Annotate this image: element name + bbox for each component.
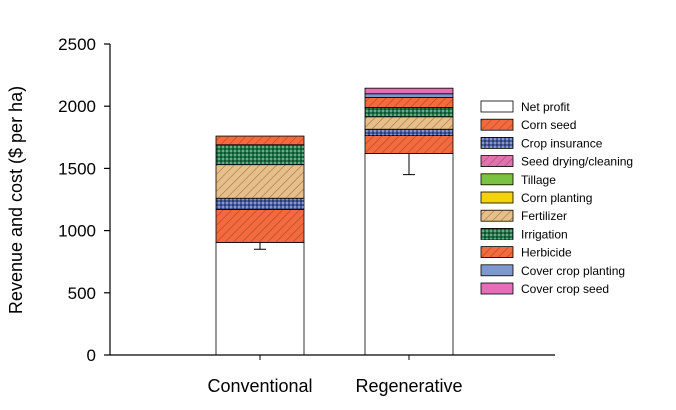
bar-pattern-regenerative-fertilizer [365,116,453,130]
bar-pattern-regenerative-crop-insurance [365,129,453,136]
y-ticks-group: 0 500 1000 1500 2000 2500 [58,35,110,365]
legend-swatch-corn-planting [480,191,514,204]
error-bars-group [254,153,415,250]
y-tick-label: 1000 [58,222,96,241]
legend: Net profit Corn seed Crop insurance Seed dr… [480,100,633,296]
bars-group [215,87,454,356]
bar-segment-regenerative-net-profit [364,153,454,356]
bar-pattern-conventional-irrigation [216,144,304,165]
y-tick-label: 0 [87,346,96,365]
bar-pattern-regenerative-irrigation [365,107,453,117]
legend-swatch-pattern-seed-drying-cleaning [481,155,513,167]
legend-label-irrigation: Irrigation [521,227,568,241]
legend-label-herbicide: Herbicide [521,246,572,260]
legend-label-cover-crop-planting: Cover crop planting [521,264,625,278]
legend-swatch-pattern-herbicide [481,246,513,258]
legend-swatch-cover-crop-planting [480,264,514,277]
legend-swatch-pattern-irrigation [481,228,513,240]
y-tick-label: 1500 [58,159,96,178]
axes-group [109,44,555,356]
legend-swatch-net-profit [480,100,514,113]
legend-swatch-pattern-fertilizer [481,210,513,222]
legend-swatch-pattern-corn-seed [481,119,513,131]
x-category-label-regenerative: Regenerative [355,376,462,396]
legend-swatch-cover-crop-seed [480,282,514,295]
x-category-label-conventional: Conventional [207,376,312,396]
bar-pattern-regenerative-corn-seed [365,135,453,154]
bar-pattern-regenerative-herbicide [365,97,453,108]
legend-label-corn-seed: Corn seed [521,118,576,132]
legend-label-net-profit: Net profit [521,100,570,114]
bar-pattern-conventional-fertilizer [216,164,304,199]
legend-swatch-tillage [480,173,514,186]
y-tick-label: 2000 [58,97,96,116]
bar-segment-regenerative-cover-crop-seed [364,87,454,95]
bar-pattern-conventional-corn-seed [216,209,304,243]
y-axis-label: Revenue and cost ($ per ha) [6,86,26,314]
x-labels-group: Conventional Regenerative [207,355,463,396]
bar-pattern-conventional-herbicide [216,136,304,145]
legend-label-fertilizer: Fertilizer [521,209,567,223]
y-tick-label: 500 [68,284,96,303]
bar-segment-conventional-net-profit [215,242,305,356]
legend-label-corn-planting: Corn planting [521,191,592,205]
bar-segment-regenerative-cover-crop-planting [364,93,454,98]
legend-label-tillage: Tillage [521,173,556,187]
y-tick-label: 2500 [58,35,96,54]
legend-label-seed-drying-cleaning: Seed drying/cleaning [521,155,633,169]
legend-label-crop-insurance: Crop insurance [521,136,603,150]
legend-swatch-pattern-crop-insurance [481,137,513,149]
legend-label-cover-crop-seed: Cover crop seed [521,282,609,296]
bar-pattern-conventional-crop-insurance [216,198,304,210]
